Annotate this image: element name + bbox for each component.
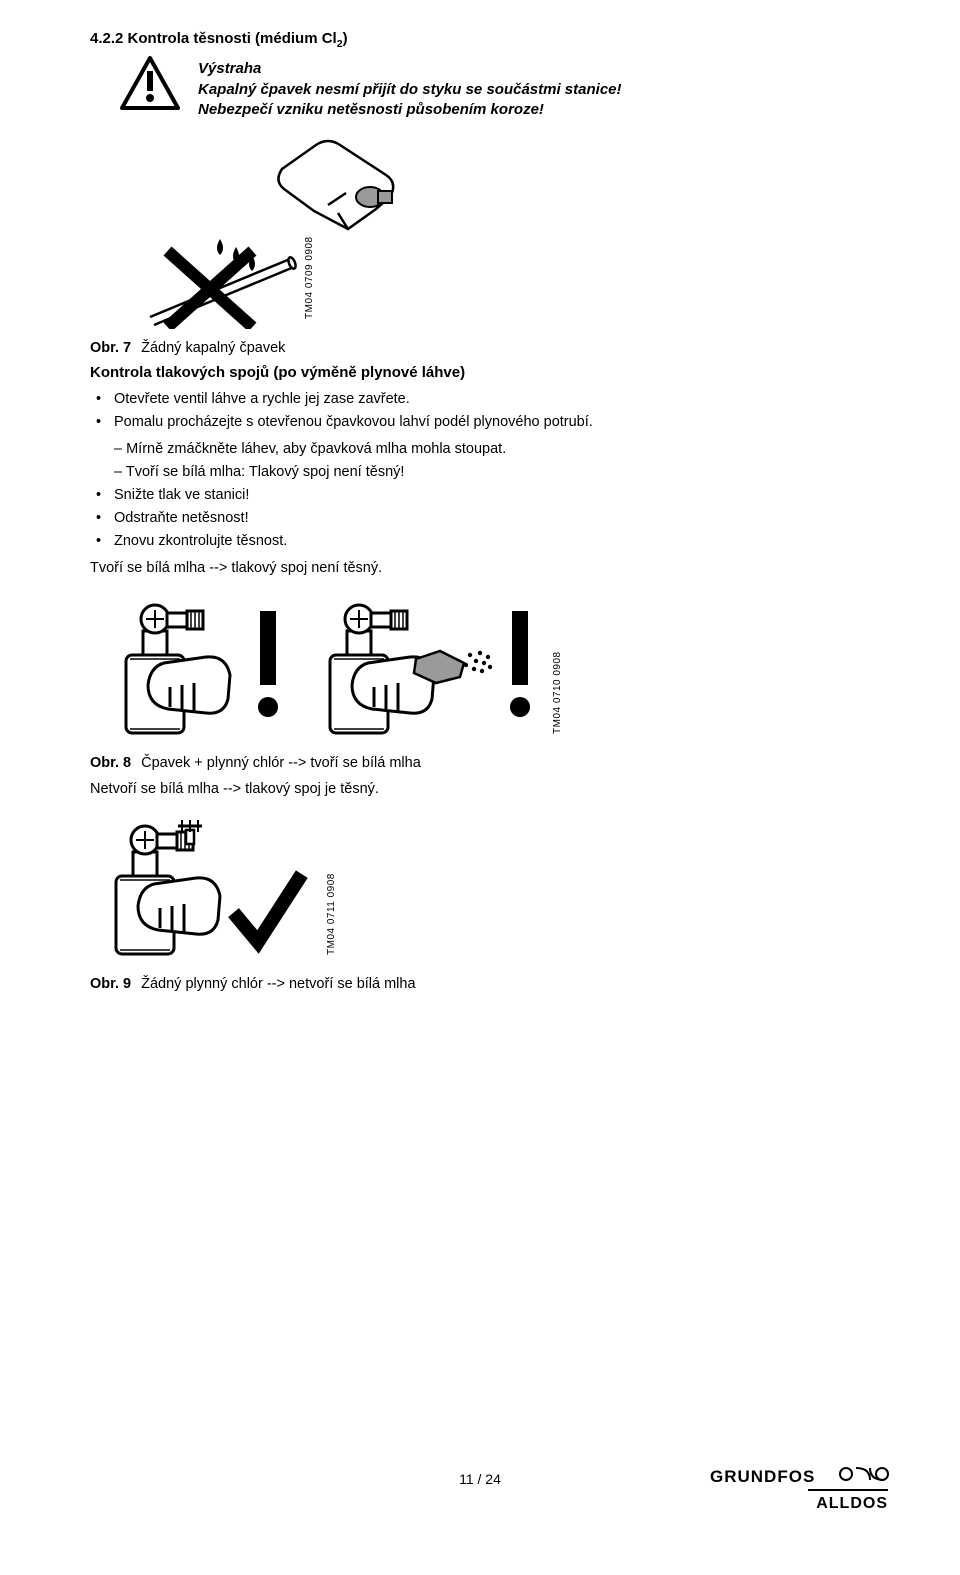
figure-7: TM04 0709 0908 bbox=[120, 139, 870, 334]
figure-9-caption: Obr. 9 Žádný plynný chlór --> netvoří se… bbox=[90, 976, 870, 992]
dash-item: – Tvoří se bílá mlha: Tlakový spoj není … bbox=[90, 462, 870, 483]
logo-alldos: ALLDOS bbox=[816, 1495, 888, 1512]
figure-8: TM04 0710 0908 bbox=[120, 589, 870, 749]
figure-8-text: Čpavek + plynný chlór --> tvoří se bílá … bbox=[141, 755, 421, 771]
figure-7-tm: TM04 0709 0908 bbox=[304, 236, 315, 319]
warning-title: Výstraha bbox=[198, 60, 622, 77]
figure-9-text: Žádný plynný chlór --> netvoří se bílá m… bbox=[141, 976, 415, 992]
warning-line-1: Kapalný čpavek nesmí přijít do styku se … bbox=[198, 80, 622, 100]
warning-line-2: Nebezpečí vzniku netěsnosti působením ko… bbox=[198, 100, 622, 120]
list-item: Snižte tlak ve stanici! bbox=[90, 485, 870, 506]
warning-block: Výstraha Kapalný čpavek nesmí přijít do … bbox=[120, 56, 870, 121]
logo-grundfos: GRUNDFOS bbox=[710, 1467, 815, 1486]
sub-heading: Kontrola tlakových spojů (po výměně plyn… bbox=[90, 364, 870, 381]
warning-text: Výstraha Kapalný čpavek nesmí přijít do … bbox=[198, 56, 622, 121]
warning-icon bbox=[120, 56, 180, 110]
paragraph: Tvoří se bílá mlha --> tlakový spoj není… bbox=[90, 558, 870, 579]
figure-8-label: Obr. 8 bbox=[90, 755, 131, 771]
footer-logo: GRUNDFOS ALLDOS bbox=[710, 1466, 890, 1519]
bullet-list: Snižte tlak ve stanici! Odstraňte netěsn… bbox=[90, 485, 870, 552]
figure-7-label: Obr. 7 bbox=[90, 340, 131, 356]
paragraph: Netvoří se bílá mlha --> tlakový spoj je… bbox=[90, 779, 870, 800]
figure-8-caption: Obr. 8 Čpavek + plynný chlór --> tvoří s… bbox=[90, 755, 870, 771]
list-item: Pomalu procházejte s otevřenou čpavkovou… bbox=[90, 412, 870, 433]
section-number: 4.2.2 bbox=[90, 30, 123, 47]
list-item: Odstraňte netěsnost! bbox=[90, 508, 870, 529]
list-item: Znovu zkontrolujte těsnost. bbox=[90, 531, 870, 552]
figure-7-caption: Obr. 7 Žádný kapalný čpavek bbox=[90, 340, 870, 356]
figure-8-tm: TM04 0710 0908 bbox=[552, 651, 563, 734]
bullet-list: Otevřete ventil láhve a rychle jej zase … bbox=[90, 389, 870, 433]
figure-9-tm: TM04 0711 0908 bbox=[326, 873, 337, 955]
section-title: Kontrola těsnosti (médium Cl2) bbox=[128, 30, 348, 47]
figure-9-label: Obr. 9 bbox=[90, 976, 131, 992]
section-heading: 4.2.2 Kontrola těsnosti (médium Cl2) bbox=[90, 30, 870, 50]
figure-9: TM04 0711 0908 bbox=[110, 810, 870, 970]
figure-7-text: Žádný kapalný čpavek bbox=[141, 340, 285, 356]
dash-item: – Mírně zmáčkněte láhev, aby čpavková ml… bbox=[90, 439, 870, 460]
list-item: Otevřete ventil láhve a rychle jej zase … bbox=[90, 389, 870, 410]
